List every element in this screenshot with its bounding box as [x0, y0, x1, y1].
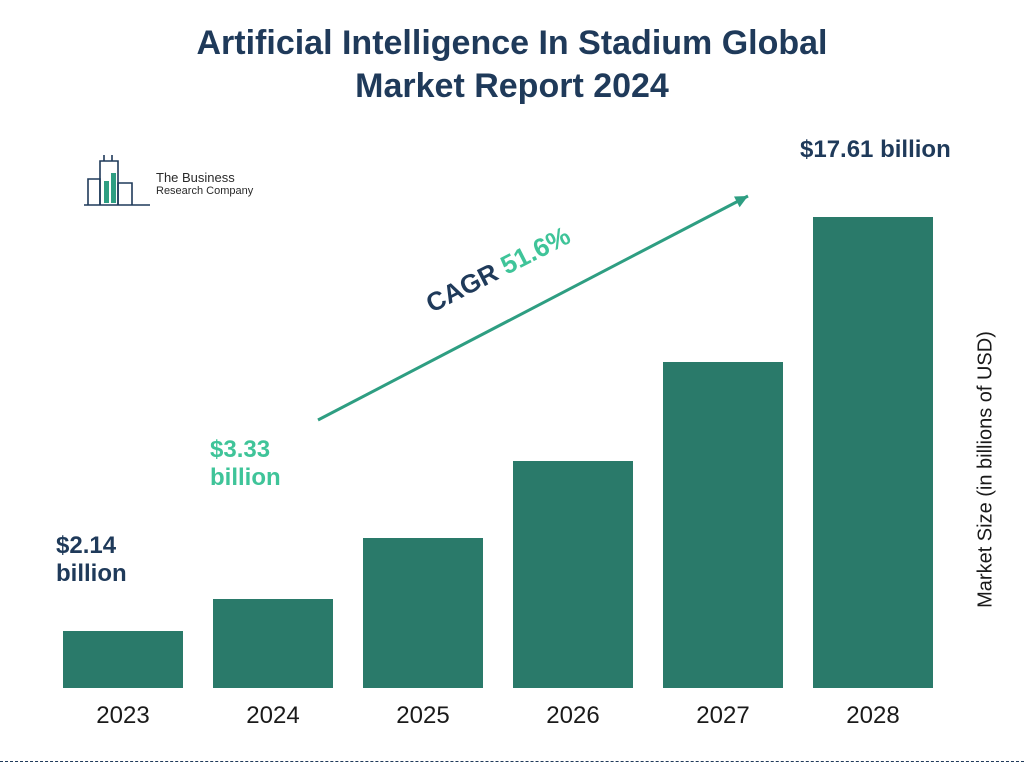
bar — [813, 217, 933, 688]
bar — [63, 631, 183, 688]
bar-slot — [198, 599, 348, 688]
bar-slot — [498, 461, 648, 688]
bar — [213, 599, 333, 688]
x-axis-label: 2026 — [498, 702, 648, 730]
bar-slot — [48, 631, 198, 688]
bar — [663, 362, 783, 688]
value-label: $3.33billion — [210, 436, 281, 491]
bar-slot — [348, 538, 498, 688]
chart-container: Artificial Intelligence In Stadium Globa… — [0, 0, 1024, 768]
bar-slot — [798, 217, 948, 688]
chart-title-line1: Artificial Intelligence In Stadium Globa… — [197, 24, 828, 62]
x-axis-label: 2027 — [648, 702, 798, 730]
x-axis-label: 2025 — [348, 702, 498, 730]
bottom-divider — [0, 761, 1024, 762]
x-axis-label: 2024 — [198, 702, 348, 730]
bar — [363, 538, 483, 688]
bar — [513, 461, 633, 688]
y-axis-label: Market Size (in billions of USD) — [975, 320, 998, 620]
chart-title: Artificial Intelligence In Stadium Globa… — [0, 22, 1024, 107]
x-axis-labels: 202320242025202620272028 — [48, 702, 948, 730]
x-axis-label: 2023 — [48, 702, 198, 730]
bar-slot — [648, 362, 798, 688]
x-axis-label: 2028 — [798, 702, 948, 730]
value-label: $2.14billion — [56, 532, 127, 587]
value-label: $17.61 billion — [800, 136, 951, 164]
chart-title-line2: Market Report 2024 — [355, 67, 669, 105]
